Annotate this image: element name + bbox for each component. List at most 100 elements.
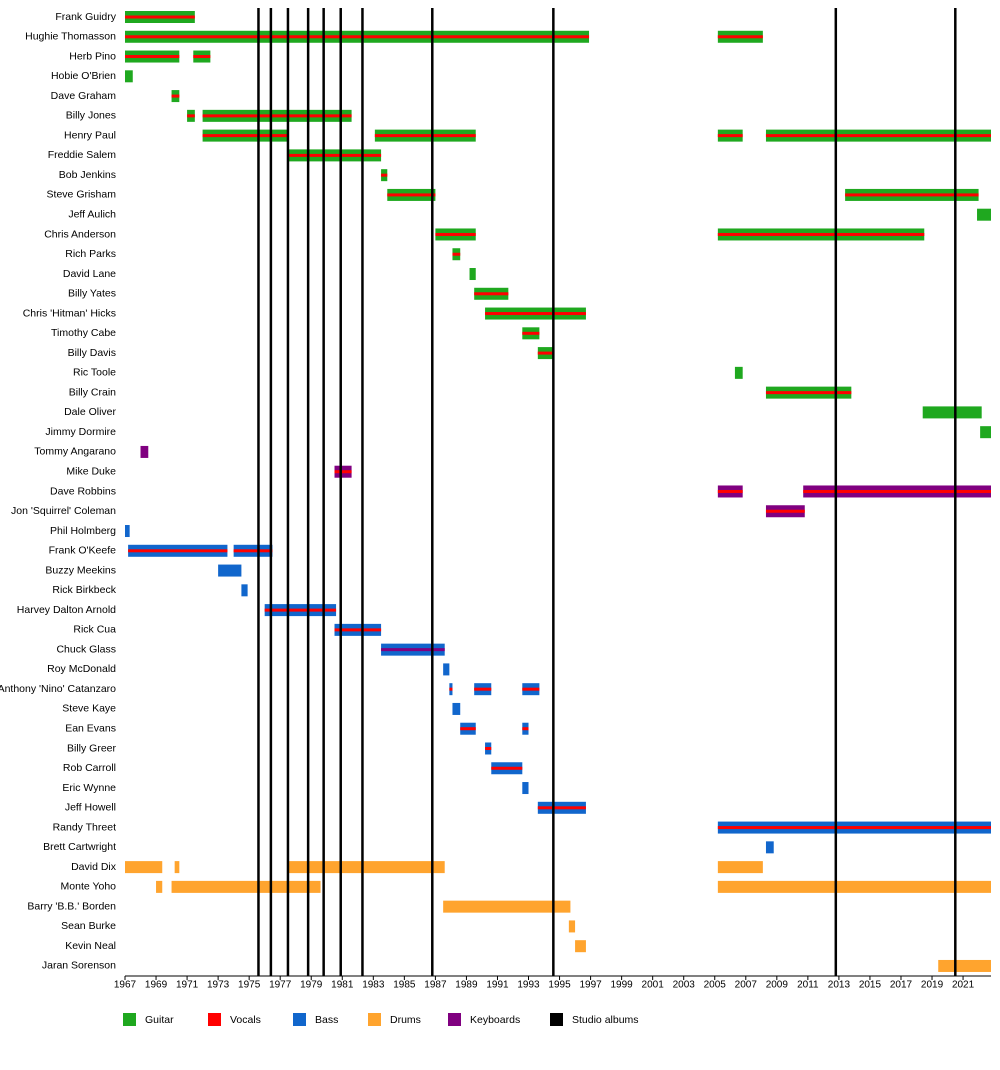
member-bar-stripe (845, 193, 979, 197)
member-bar-stripe (485, 312, 586, 316)
member-label: Jeff Howell (65, 802, 116, 814)
member-label: Jeff Aulich (68, 208, 116, 220)
member-bar-stripe (491, 766, 523, 770)
legend-swatch (368, 1013, 381, 1026)
member-label: Rich Parks (65, 248, 116, 260)
member-label: Henry Paul (64, 129, 116, 141)
x-tick-label: 2003 (673, 980, 696, 991)
member-bar (575, 940, 586, 953)
member-bar-stripe (374, 134, 476, 138)
member-label: Brett Cartwright (43, 841, 116, 853)
legend-swatch (293, 1013, 306, 1026)
legend-label: Drums (390, 1014, 421, 1026)
member-bar-stripe (287, 153, 382, 157)
legend-swatch (123, 1013, 136, 1026)
legend-label: Bass (315, 1014, 338, 1026)
member-bar (125, 525, 130, 538)
member-label: Billy Davis (68, 347, 116, 359)
x-tick-label: 1985 (393, 980, 416, 991)
member-label: Sean Burke (61, 920, 116, 932)
member-bar (977, 208, 991, 221)
member-bar (218, 564, 242, 577)
x-tick-label: 2013 (828, 980, 851, 991)
member-bar-stripe (765, 134, 991, 138)
member-bar-stripe (381, 173, 388, 177)
x-tick-label: 1973 (207, 980, 230, 991)
member-label: Chuck Glass (56, 643, 116, 655)
member-label: Dave Graham (51, 90, 117, 102)
member-bar (922, 406, 982, 419)
member-bar (980, 426, 991, 439)
member-label: Buzzy Meekins (45, 564, 116, 576)
member-label: Phil Holmberg (50, 525, 116, 537)
member-label: Jon 'Squirrel' Coleman (11, 505, 116, 517)
member-bar-stripe (717, 826, 991, 830)
member-bar-stripe (435, 232, 476, 236)
x-tick-label: 2015 (859, 980, 882, 991)
member-bar (469, 268, 476, 281)
x-tick-label: 2011 (797, 980, 819, 991)
member-bar-stripe (452, 252, 461, 256)
x-tick-label: 1995 (548, 980, 571, 991)
x-tick-label: 2005 (704, 980, 727, 991)
x-tick-label: 1997 (579, 980, 602, 991)
member-bar-stripe (765, 391, 852, 395)
member-bar (171, 880, 321, 893)
member-bar-stripe (803, 489, 991, 493)
member-bar-stripe (717, 35, 763, 39)
legend-label: Vocals (230, 1014, 261, 1026)
member-bar (717, 880, 991, 893)
member-label: Bob Jenkins (59, 169, 116, 181)
x-tick-label: 1975 (238, 980, 261, 991)
member-label: Harvey Dalton Arnold (17, 604, 116, 616)
member-label: Rick Cua (73, 624, 116, 636)
member-bar (765, 841, 774, 854)
member-label: Monte Yoho (61, 881, 117, 893)
member-bar-stripe (233, 549, 273, 553)
member-bar (443, 663, 450, 676)
member-label: Jimmy Dormire (45, 426, 116, 438)
member-bar (452, 702, 461, 715)
member-label: Chris 'Hitman' Hicks (23, 307, 116, 319)
member-label: Eric Wynne (62, 782, 116, 794)
member-bar-stripe (334, 628, 382, 632)
member-bar (568, 920, 576, 933)
member-bar (140, 445, 149, 458)
member-bar (522, 782, 529, 795)
member-bar-stripe (125, 35, 590, 39)
member-bar-stripe (334, 470, 352, 474)
member-label: Chris Anderson (44, 228, 116, 240)
member-bar-stripe (449, 687, 453, 691)
member-label: Tommy Angarano (34, 446, 116, 458)
x-tick-label: 1969 (145, 980, 168, 991)
member-bar-stripe (193, 55, 211, 59)
member-bar-stripe (128, 549, 228, 553)
member-label: Anthony 'Nino' Catanzaro (0, 683, 116, 695)
x-tick-label: 1993 (517, 980, 540, 991)
member-bar (156, 880, 163, 893)
member-bar-stripe (717, 489, 743, 493)
member-bar-stripe (717, 134, 743, 138)
member-label: Roy McDonald (47, 663, 116, 675)
member-label: Rob Carroll (63, 762, 116, 774)
member-label: Frank O'Keefe (49, 545, 117, 557)
x-tick-label: 1999 (611, 980, 634, 991)
x-tick-label: 1991 (486, 980, 509, 991)
member-bar-stripe (522, 727, 529, 731)
member-bar (174, 861, 180, 874)
x-tick-label: 1979 (300, 980, 323, 991)
member-label: Billy Crain (69, 386, 116, 398)
legend-label: Keyboards (470, 1014, 520, 1026)
member-bar (734, 366, 743, 379)
x-tick-label: 1989 (455, 980, 478, 991)
member-label: Billy Yates (68, 288, 116, 300)
member-bar (125, 70, 133, 83)
legend-swatch (448, 1013, 461, 1026)
x-tick-label: 1983 (362, 980, 385, 991)
member-label: Billy Greer (67, 742, 117, 754)
member-bar-stripe (474, 687, 492, 691)
member-label: Herb Pino (69, 50, 116, 62)
x-tick-label: 2007 (735, 980, 758, 991)
x-tick-label: 1967 (114, 980, 137, 991)
member-label: Dave Robbins (50, 485, 116, 497)
